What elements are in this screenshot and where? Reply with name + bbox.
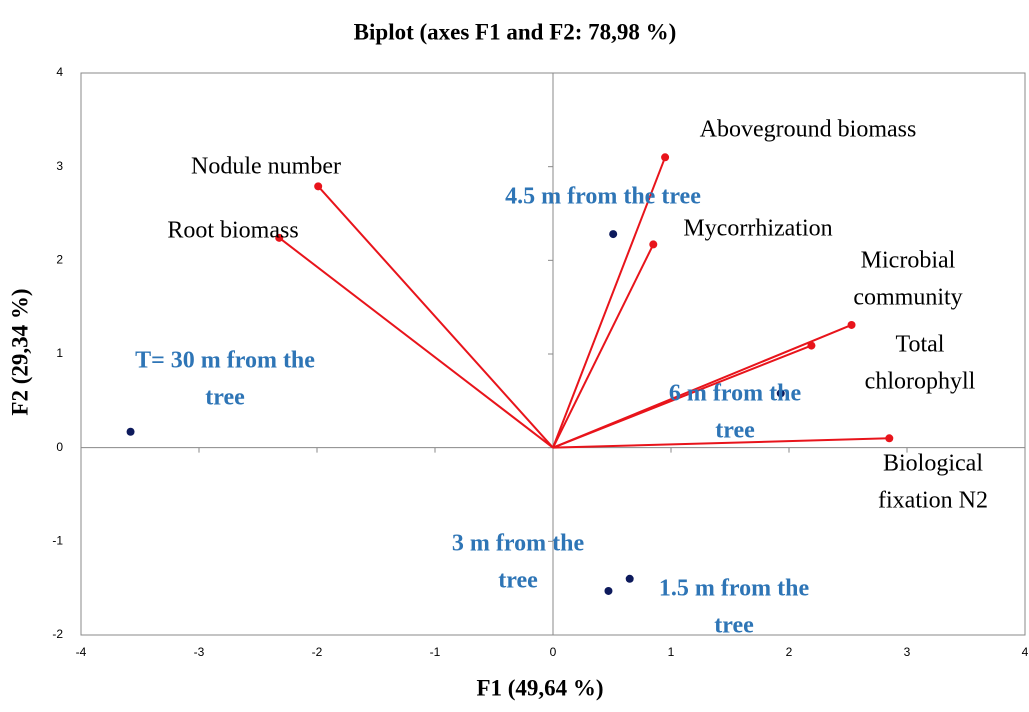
- observation-point: [609, 230, 618, 239]
- x-tick-label: 0: [550, 645, 557, 659]
- chart-title: Biplot (axes F1 and F2: 78,98 %): [354, 19, 677, 44]
- point-label: tree: [714, 613, 754, 639]
- y-tick-label: 2: [56, 253, 63, 267]
- y-tick-label: -1: [52, 534, 63, 548]
- vector-label: Aboveground biomass: [700, 117, 917, 143]
- loading-vector: [317, 185, 554, 449]
- y-tick-label: 1: [56, 346, 63, 360]
- y-tick-label: 4: [56, 65, 63, 79]
- loading-vector: [552, 243, 655, 449]
- vector-end: [314, 182, 323, 191]
- vector-label: fixation N2: [878, 488, 988, 514]
- vector-end: [847, 320, 856, 329]
- x-tick-label: 3: [904, 645, 911, 659]
- vector-label: community: [853, 285, 962, 311]
- loading-vector: [552, 344, 812, 449]
- x-tick-label: 2: [786, 645, 793, 659]
- loading-vector: [552, 437, 890, 449]
- vector-label: Microbial: [861, 248, 956, 274]
- vector-label: Total: [896, 332, 945, 358]
- vector-end: [661, 153, 670, 162]
- vector-label: Mycorrhization: [683, 216, 832, 242]
- point-label: 6 m from the: [669, 381, 802, 407]
- x-tick-label: -1: [430, 645, 441, 659]
- point-label: 4.5 m from the tree: [505, 184, 701, 210]
- x-tick-label: 1: [668, 645, 675, 659]
- x-axis-label: F1 (49,64 %): [476, 675, 603, 700]
- vector-end: [885, 434, 894, 443]
- point-label: tree: [715, 418, 755, 444]
- x-tick-label: -4: [76, 645, 87, 659]
- loading-vector: [278, 237, 554, 449]
- point-label: tree: [205, 385, 245, 411]
- x-tick-label: -2: [312, 645, 323, 659]
- vector-end: [275, 233, 284, 242]
- vector-label: chlorophyll: [865, 369, 976, 395]
- observation-point: [625, 574, 634, 583]
- observation-point: [126, 427, 135, 436]
- vector-end: [807, 341, 816, 350]
- x-tick-label: -3: [194, 645, 205, 659]
- loading-vector: [552, 156, 667, 449]
- y-tick-label: 0: [56, 440, 63, 454]
- point-label: 1.5 m from the: [659, 576, 810, 602]
- y-tick-label: -2: [52, 627, 63, 641]
- vector-label: Nodule number: [191, 154, 341, 180]
- x-tick-label: 4: [1022, 645, 1029, 659]
- vector-label: Biological: [883, 451, 983, 477]
- vector-label: Root biomass: [167, 218, 298, 244]
- observation-point: [776, 389, 785, 398]
- vector-end: [649, 240, 658, 249]
- y-tick-label: 3: [56, 159, 63, 173]
- point-label: tree: [498, 568, 538, 594]
- y-axis-label: F2 (29,34 %): [7, 288, 32, 415]
- observation-point: [604, 586, 613, 595]
- point-label: 3 m from the: [452, 531, 585, 557]
- point-label: T= 30 m from the: [135, 348, 315, 374]
